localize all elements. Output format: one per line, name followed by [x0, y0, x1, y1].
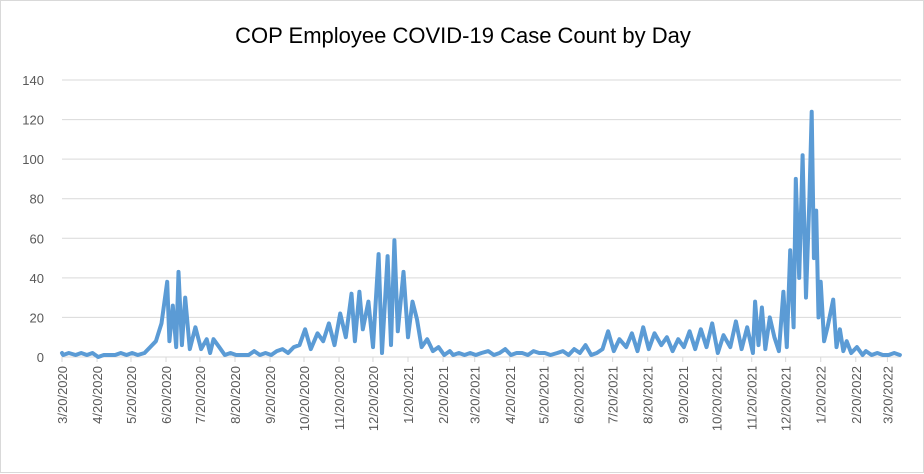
x-tick-label: 3/20/2021 [468, 366, 483, 424]
x-tick-label: 6/20/2021 [572, 366, 587, 424]
x-tick-label: 1/20/2022 [814, 366, 829, 424]
series-line [62, 112, 900, 357]
x-tick-label: 9/20/2020 [263, 366, 278, 424]
x-tick-label: 8/20/2021 [641, 366, 656, 424]
x-tick-label: 3/20/2020 [55, 366, 70, 424]
x-tick-label: 7/20/2020 [193, 366, 208, 424]
x-tick-label: 4/20/2020 [90, 366, 105, 424]
y-tick-label: 100 [22, 152, 44, 167]
x-tick-label: 10/20/2021 [710, 366, 725, 431]
y-tick-label: 0 [37, 350, 44, 365]
y-tick-label: 120 [22, 113, 44, 128]
x-tick-label: 6/20/2020 [159, 366, 174, 424]
x-tick-label: 3/20/2022 [880, 366, 895, 424]
x-tick-label: 10/20/2020 [297, 366, 312, 431]
x-tick-label: 11/20/2020 [332, 366, 347, 430]
x-tick-label: 4/20/2021 [503, 366, 518, 424]
x-tick-label: 5/20/2021 [537, 366, 552, 424]
x-tick-label: 1/20/2021 [401, 366, 416, 424]
y-tick-label: 80 [30, 192, 44, 207]
y-tick-label: 40 [30, 271, 44, 286]
x-tick-label: 5/20/2020 [124, 366, 139, 424]
x-tick-label: 2/20/2021 [436, 366, 451, 424]
x-tick-label: 2/20/2022 [849, 366, 864, 424]
y-tick-label: 60 [30, 231, 44, 246]
y-tick-label: 140 [22, 73, 44, 88]
x-tick-label: 11/20/2021 [745, 366, 760, 430]
x-tick-label: 8/20/2020 [228, 366, 243, 424]
y-tick-label: 20 [30, 310, 44, 325]
x-tick-label: 12/20/2021 [779, 366, 794, 431]
x-tick-label: 12/20/2020 [366, 366, 381, 431]
x-tick-label: 9/20/2021 [676, 366, 691, 424]
x-tick-label: 7/20/2021 [606, 366, 621, 424]
